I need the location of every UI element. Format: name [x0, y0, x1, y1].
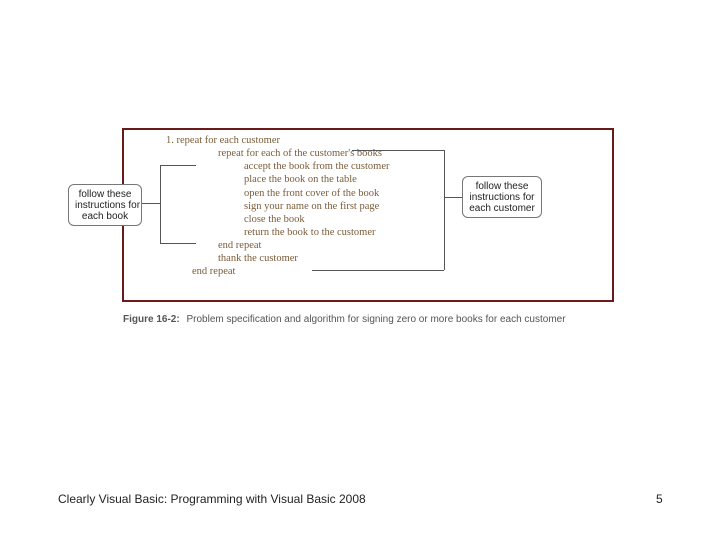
pseudocode-line: place the book on the table	[166, 173, 390, 186]
right-bracket-stem	[444, 197, 462, 198]
callout-left-line3: each book	[75, 211, 135, 222]
footer-book-title: Clearly Visual Basic: Programming with V…	[58, 492, 366, 506]
left-bracket-stem	[142, 203, 160, 204]
right-bracket-vertical	[444, 150, 445, 270]
pseudocode-line: open the front cover of the book	[166, 187, 390, 200]
left-bracket-bottom	[160, 243, 196, 244]
slide-page: follow these instructions for each book …	[0, 0, 720, 540]
left-bracket-vertical	[160, 165, 161, 243]
right-bracket-top	[352, 150, 444, 151]
callout-left-line1: follow these	[75, 189, 135, 200]
pseudocode-line: close the book	[166, 213, 390, 226]
pseudocode-line: accept the book from the customer	[166, 160, 390, 173]
callout-each-customer: follow these instructions for each custo…	[462, 176, 542, 218]
pseudocode-line: end repeat	[166, 265, 390, 278]
caption-text: Problem specification and algorithm for …	[186, 314, 565, 325]
callout-right-line1: follow these	[469, 181, 535, 192]
pseudocode-line: thank the customer	[166, 252, 390, 265]
pseudocode-line: 1. repeat for each customer	[166, 134, 390, 147]
right-bracket-bottom	[312, 270, 444, 271]
callout-right-line3: each customer	[469, 203, 535, 214]
pseudocode-line: sign your name on the first page	[166, 200, 390, 213]
left-bracket-top	[160, 165, 196, 166]
callout-each-book: follow these instructions for each book	[68, 184, 142, 226]
pseudocode-line: end repeat	[166, 239, 390, 252]
pseudocode-block: 1. repeat for each customerrepeat for ea…	[166, 134, 390, 278]
footer-page-number: 5	[656, 492, 663, 506]
figure-caption: Figure 16-2: Problem specification and a…	[123, 314, 566, 325]
callout-left-line2: instructions for	[75, 200, 135, 211]
callout-right-line2: instructions for	[469, 192, 535, 203]
pseudocode-line: return the book to the customer	[166, 226, 390, 239]
caption-label: Figure 16-2:	[123, 314, 180, 325]
